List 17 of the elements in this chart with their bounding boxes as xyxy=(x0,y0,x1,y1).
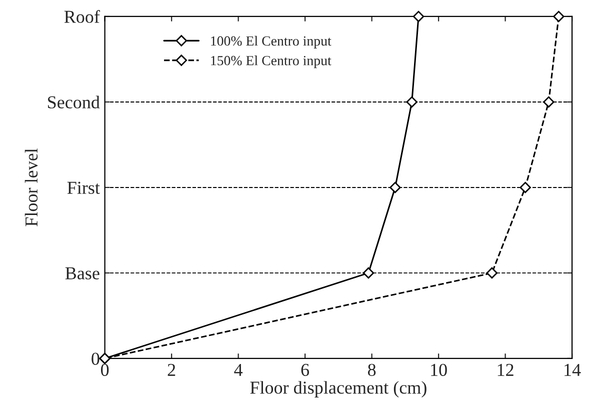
x-tick-label: 2 xyxy=(168,364,176,376)
x-tick-label: 4 xyxy=(234,364,243,376)
y-tick-label: Second xyxy=(48,96,100,108)
y-tick-label: Base xyxy=(65,267,100,280)
x-tick-label: 12 xyxy=(498,364,514,376)
x-axis-title: Floor displacement (cm) xyxy=(250,381,426,398)
x-tick-label: 0 xyxy=(101,364,109,376)
y-tick-label: First xyxy=(67,182,100,194)
legend-label: 100% El Centro input xyxy=(211,36,332,48)
legend-label: 150% El Centro input xyxy=(211,56,332,68)
y-tick-label: 0 xyxy=(92,352,100,365)
x-tick-label: 14 xyxy=(564,364,581,376)
x-tick-label: 8 xyxy=(368,364,376,376)
y-axis-title: Floor level xyxy=(24,148,38,226)
y-tick-label: Roof xyxy=(64,10,100,23)
x-tick-label: 6 xyxy=(301,364,310,376)
x-tick-label: 10 xyxy=(431,364,447,376)
